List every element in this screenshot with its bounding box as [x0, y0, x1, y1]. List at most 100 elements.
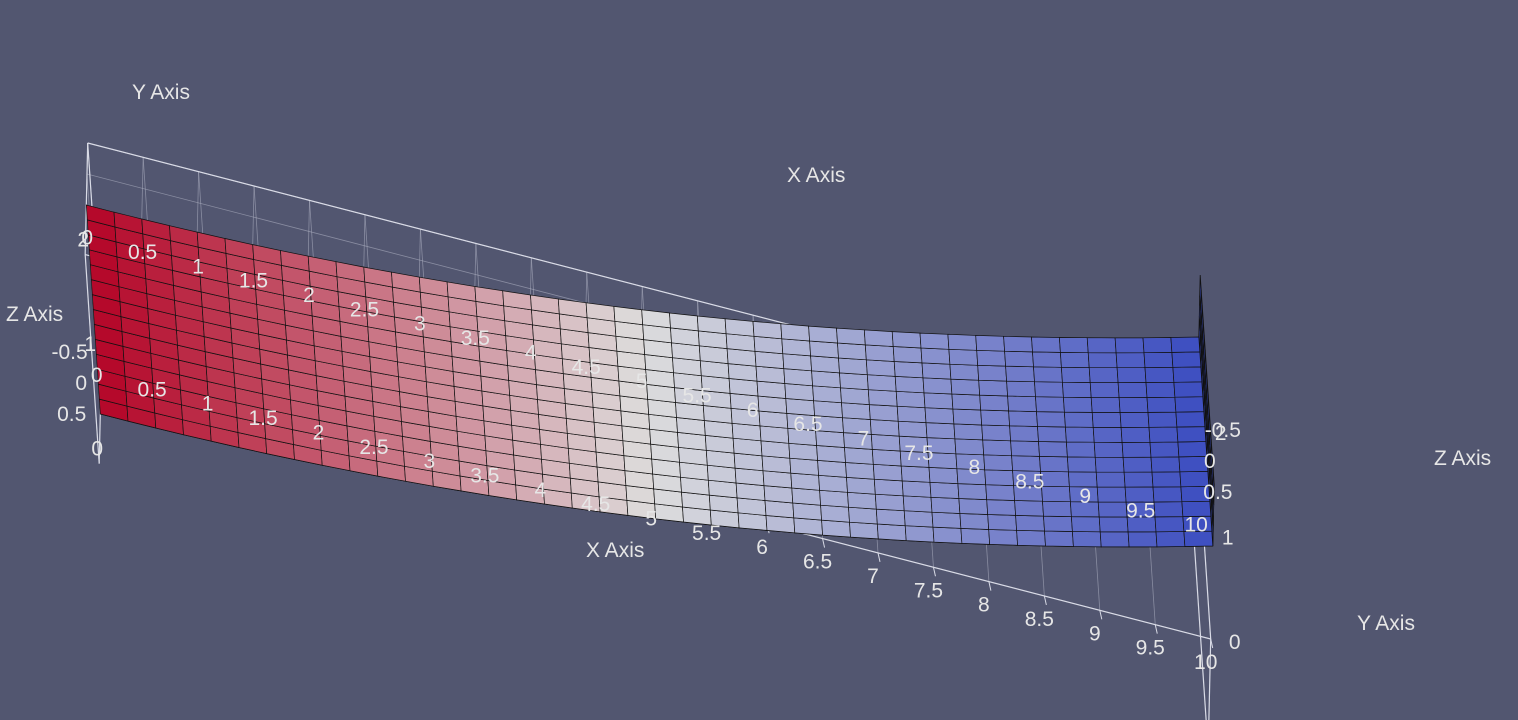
mesh-cell-top [869, 419, 900, 437]
mesh-cell-top [980, 409, 1010, 427]
mesh-cell-top [1144, 366, 1175, 383]
mesh-cell-top [1093, 441, 1124, 458]
mesh-cell-top [821, 519, 851, 538]
mesh-cell-top [1114, 337, 1145, 354]
x-axis-title-bottom: X Axis [586, 539, 644, 562]
mesh-cell-top [1042, 500, 1072, 517]
mesh-cell-top [925, 422, 956, 440]
mesh-cell-top [1098, 516, 1129, 533]
mesh-cell-top [1014, 500, 1044, 517]
x-tick-label-bottom: 8 [978, 594, 990, 617]
mesh-cell-top [895, 390, 926, 409]
x-tick-label-top: 9.5 [1126, 499, 1155, 522]
y-axis-title-left: Y Axis [132, 81, 190, 104]
z-axis-title-right: Z Axis [1434, 447, 1491, 470]
mesh-cell-top [845, 462, 875, 480]
mesh-cell-top [761, 455, 792, 474]
beam-mesh [85, 204, 1215, 548]
mesh-cell-top [1038, 441, 1068, 458]
mesh-cell-top [953, 423, 984, 441]
mesh-cell-top [920, 347, 951, 365]
mesh-cell-top [1072, 531, 1102, 548]
mesh-cell-top [923, 392, 954, 410]
mesh-cell-top [1149, 441, 1180, 458]
mesh-cell-top [948, 348, 979, 366]
y-tick-label-right: 1 [1222, 527, 1234, 550]
mesh-cell-top [1004, 350, 1034, 368]
mesh-cell-top [810, 355, 840, 374]
mesh-cell-top [1155, 531, 1186, 548]
mesh-cell-top [840, 387, 870, 405]
mesh-cell-top [1032, 351, 1062, 368]
mesh-cell-top [818, 474, 848, 493]
mesh-cell-top [1089, 382, 1120, 398]
mesh-cell-top [812, 385, 842, 404]
mesh-cell-top [924, 407, 955, 425]
mesh-cell-top [1039, 456, 1069, 473]
mesh-cell-top [978, 379, 1008, 397]
x-tick-mark [1099, 610, 1103, 620]
mesh-cell-top [759, 425, 790, 444]
x-tick-label-top: 5.5 [683, 384, 712, 407]
mesh-cell-top [1175, 411, 1206, 428]
mesh-cell-top [1174, 396, 1205, 413]
mesh-cell-top [1060, 352, 1090, 368]
x-tick-label-top: 0.5 [128, 241, 157, 264]
mesh-cell-top [816, 445, 846, 463]
mesh-cell-top [1116, 367, 1147, 383]
mesh-cell-top [836, 327, 866, 346]
mesh-cell-top [871, 449, 902, 467]
mesh-cell-top [1087, 352, 1118, 369]
mesh-cell-top [931, 511, 962, 529]
mesh-cell-top [902, 495, 933, 513]
x-tick-label-top: 7.5 [904, 442, 933, 465]
x-tick-label-bottom: 3.5 [470, 464, 499, 487]
mesh-cell-top [983, 454, 1013, 471]
mesh-cell-top [1172, 366, 1203, 383]
mesh-cell-top [892, 346, 923, 364]
mesh-cell-top [1009, 425, 1039, 442]
mesh-cell-top [867, 389, 898, 407]
bounding-box-edge [84, 254, 100, 464]
mesh-cell-top [1145, 381, 1176, 398]
mesh-cell-top [870, 434, 901, 452]
x-tick-label-top: 6.5 [793, 413, 822, 436]
mesh-cell-top [789, 457, 819, 476]
mesh-cell-top [762, 470, 793, 489]
x-tick-label-bottom: 1.5 [248, 407, 277, 430]
mesh-cell-top [781, 338, 811, 357]
mesh-cell-top [875, 508, 906, 527]
mesh-cell-top [791, 487, 821, 506]
mesh-cell-top [891, 331, 922, 349]
mesh-cell-top [1061, 366, 1091, 383]
mesh-cell-top [782, 353, 812, 372]
mesh-cell-top [904, 525, 935, 543]
mesh-cell-top [841, 402, 871, 420]
mesh-cell-top [846, 477, 876, 495]
mesh-cell-top [876, 523, 907, 541]
mesh-cell-top [1043, 515, 1073, 532]
mesh-cell-top [1094, 456, 1125, 473]
mesh-cell-top [1115, 352, 1146, 369]
mesh-cell-top [1095, 471, 1126, 488]
mesh-cell-top [874, 493, 905, 512]
mesh-cell-top [754, 350, 785, 369]
mesh-cell-top [893, 361, 924, 379]
x-tick-label-bottom: 8.5 [1025, 608, 1054, 631]
mesh-cell-top [1153, 501, 1184, 518]
x-tick-label-bottom: 5 [645, 508, 657, 531]
mesh-cell-top [868, 404, 899, 422]
x-tick-label-bottom: 9 [1089, 622, 1101, 645]
z-tick-label-left: -0.5 [52, 341, 88, 364]
mesh-cell-top [901, 480, 932, 498]
mesh-cell-top [960, 528, 991, 545]
z-tick-label-right: 0.5 [1203, 481, 1232, 504]
z-tick-label-left: 0.5 [57, 403, 86, 426]
x-tick-label-bottom: 2 [313, 421, 325, 444]
mesh-cell-top [928, 467, 959, 484]
mesh-cell-top [1010, 440, 1040, 457]
mesh-cell-top [1044, 530, 1074, 547]
mesh-cell-top [1067, 456, 1097, 473]
